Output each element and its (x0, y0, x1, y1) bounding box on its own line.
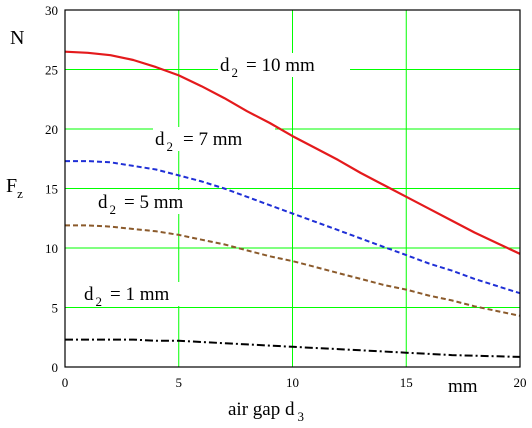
annotation-7mm: d 2 = 7 mm (155, 129, 242, 154)
series-lines (64, 50, 521, 358)
y-tick-label-1: 5 (52, 301, 59, 316)
annotation-bg-5mm (96, 190, 218, 214)
y-axis-label: Fz (6, 175, 23, 201)
x-tick-labels: 0 5 10 15 20 (62, 375, 527, 390)
x-axis-label-main: air gap d (228, 399, 295, 420)
x-tick-label-0: 0 (62, 375, 69, 390)
plot-frame (64, 9, 521, 368)
series-line-2 (65, 224, 521, 317)
y-axis-label-sub: z (17, 186, 23, 201)
x-axis-label-sub: 3 (297, 409, 304, 424)
y-tick-label-4: 20 (45, 122, 58, 137)
y-tick-labels: 0 5 10 15 20 25 30 (45, 3, 58, 375)
annotation-bg-7mm (153, 127, 275, 151)
x-tick-label-3: 15 (400, 375, 413, 390)
annotation-10mm: d 2 = 10 mm (220, 55, 315, 80)
y-tick-label-2: 10 (45, 241, 58, 256)
annotation-bg-1mm (82, 282, 206, 306)
series-line-1 (65, 160, 521, 295)
annotation-bg-10mm (218, 53, 350, 77)
y-tick-label-3: 15 (45, 182, 58, 197)
y-tick-label-5: 25 (45, 63, 58, 78)
series-line-0 (64, 50, 521, 255)
x-unit-label-bg (446, 376, 488, 396)
x-unit-label: mm (448, 376, 478, 397)
y-axis-label-main: F (6, 175, 17, 197)
x-tick-label-2: 10 (286, 375, 299, 390)
annotation-5mm: d 2 = 5 mm (98, 192, 183, 217)
y-tick-label-0: 0 (52, 360, 59, 375)
x-tick-label-1: 5 (176, 375, 183, 390)
annotation-1mm: d 2 = 1 mm (84, 284, 169, 309)
y-tick-label-6: 30 (45, 3, 58, 18)
series-line-3 (65, 338, 521, 358)
x-tick-label-4: 20 (514, 375, 527, 390)
y-unit-label: N (10, 27, 24, 49)
